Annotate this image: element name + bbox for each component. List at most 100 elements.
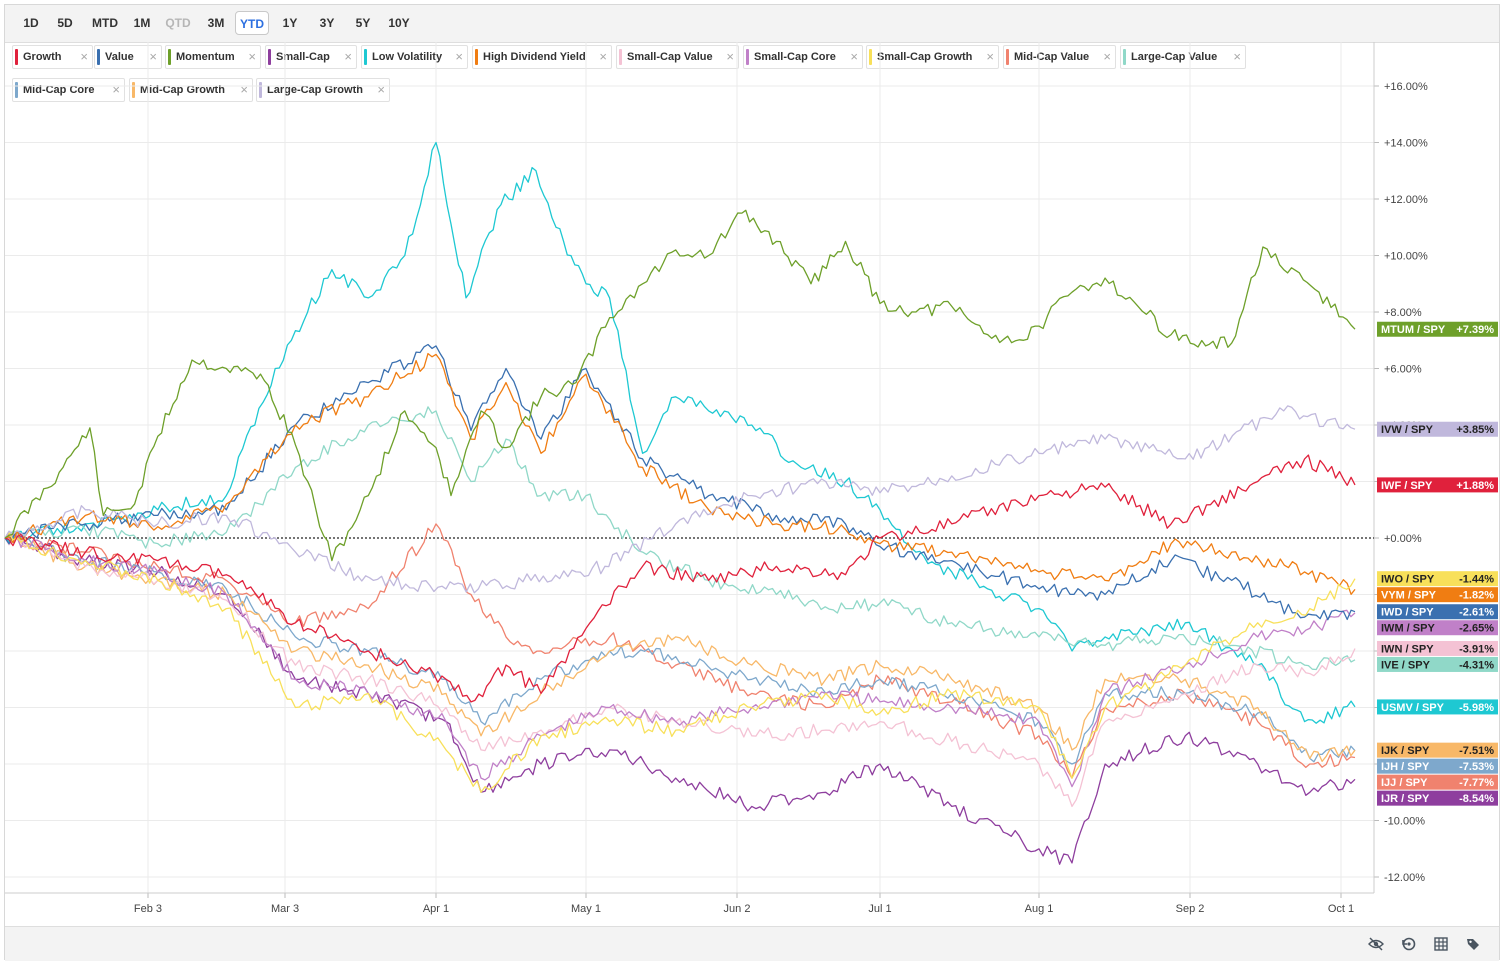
legend-color-swatch <box>259 82 262 98</box>
legend-chip-small-cap-core[interactable]: Small-Cap Core × <box>743 45 863 69</box>
value-tag-bg <box>1377 640 1498 656</box>
series-line-iwo <box>4 531 1356 793</box>
value-tag-value: -5.98% <box>1459 702 1494 714</box>
series-line-mtum <box>4 209 1356 562</box>
remove-series-icon[interactable]: × <box>344 49 352 64</box>
x-tick-label: Aug 1 <box>1025 903 1054 915</box>
range-button-5d[interactable]: 5D <box>57 16 73 30</box>
y-tick-label: -10.00% <box>1384 816 1425 828</box>
range-button-5y[interactable]: 5Y <box>355 16 371 30</box>
legend-chip-large-cap-value[interactable]: Large-Cap Value × <box>1120 45 1246 69</box>
x-tick-label: Feb 3 <box>134 903 162 915</box>
value-tag-ticker: IVW / SPY <box>1381 424 1434 436</box>
legend-chip-small-cap[interactable]: Small-Cap × <box>265 45 357 69</box>
legend-color-swatch <box>15 82 18 98</box>
remove-series-icon[interactable]: × <box>726 49 734 64</box>
legend-chip-small-cap-value[interactable]: Small-Cap Value × <box>616 45 739 69</box>
legend-color-swatch <box>746 49 749 65</box>
value-tag-ticker: VYM / SPY <box>1381 590 1437 602</box>
legend-color-swatch <box>619 49 622 65</box>
legend-chip-growth[interactable]: Growth × <box>12 45 93 69</box>
range-toolbar: 1D 5D MTD 1M QTD 3M YTD 1Y 3Y 5Y 10Y <box>5 5 1499 43</box>
range-button-mtd[interactable]: MTD <box>92 16 118 30</box>
legend-label: High Dividend Yield <box>483 51 586 63</box>
y-tick-label: +14.00% <box>1384 138 1428 150</box>
legend: Growth × Value × Momentum × Small-Cap × Low Vola… <box>6 45 1366 115</box>
remove-series-icon[interactable]: × <box>112 82 120 97</box>
legend-color-swatch <box>168 49 171 65</box>
legend-label: Mid-Cap Value <box>1014 51 1090 63</box>
grid-icon[interactable] <box>1432 935 1450 953</box>
value-tag-value: -2.61% <box>1459 607 1494 619</box>
x-tick-label: Jul 1 <box>868 903 891 915</box>
legend-chip-value[interactable]: Value × <box>94 45 162 69</box>
value-tag-ticker: IWM / SPY <box>1381 623 1435 635</box>
value-tag-value: +7.39% <box>1456 324 1494 336</box>
legend-label: Large-Cap Value <box>1131 51 1218 63</box>
remove-series-icon[interactable]: × <box>377 82 385 97</box>
legend-chip-low-volatility[interactable]: Low Volatility × <box>361 45 468 69</box>
series-line-ijj <box>4 523 1356 779</box>
legend-label: Low Volatility <box>372 51 443 63</box>
legend-chip-momentum[interactable]: Momentum × <box>165 45 261 69</box>
legend-chip-large-cap-growth[interactable]: Large-Cap Growth × <box>256 78 390 102</box>
value-tag-bg <box>1377 421 1498 437</box>
legend-color-swatch <box>15 49 18 65</box>
y-tick-label: +6.00% <box>1384 364 1422 376</box>
value-tag-bg <box>1377 656 1498 672</box>
y-tick-label: +12.00% <box>1384 194 1428 206</box>
series-line-iwn <box>4 537 1356 808</box>
series-line-ijk <box>4 534 1356 763</box>
remove-series-icon[interactable]: × <box>80 49 88 64</box>
legend-chip-mid-cap-value[interactable]: Mid-Cap Value × <box>1003 45 1116 69</box>
value-tag-bg <box>1377 620 1498 636</box>
series-line-ive <box>4 406 1356 671</box>
value-tag-value: -3.91% <box>1459 643 1494 655</box>
range-button-1y[interactable]: 1Y <box>282 16 298 30</box>
range-button-ytd[interactable]: YTD <box>235 11 269 35</box>
legend-color-swatch <box>475 49 478 65</box>
legend-label: Mid-Cap Core <box>23 84 95 96</box>
value-tag-bg <box>1377 571 1498 587</box>
remove-series-icon[interactable]: × <box>248 49 256 64</box>
remove-series-icon[interactable]: × <box>240 82 248 97</box>
remove-series-icon[interactable]: × <box>1233 49 1241 64</box>
eye-off-icon[interactable] <box>1367 935 1385 953</box>
legend-color-swatch <box>97 49 100 65</box>
legend-label: Small-Cap Value <box>627 51 713 63</box>
legend-chip-mid-cap-growth[interactable]: Mid-Cap Growth × <box>129 78 253 102</box>
legend-label: Small-Cap <box>276 51 330 63</box>
legend-label: Momentum <box>176 51 235 63</box>
legend-chip-small-cap-growth[interactable]: Small-Cap Growth × <box>866 45 999 69</box>
legend-label: Small-Cap Core <box>754 51 836 63</box>
value-tag-ticker: IJR / SPY <box>1381 793 1430 805</box>
range-button-10y[interactable]: 10Y <box>388 16 410 30</box>
remove-series-icon[interactable]: × <box>986 49 994 64</box>
remove-series-icon[interactable]: × <box>149 49 157 64</box>
series-line-usmv <box>4 141 1356 724</box>
range-button-1m[interactable]: 1M <box>133 16 151 30</box>
remove-series-icon[interactable]: × <box>455 49 463 64</box>
value-tag-ticker: IWD / SPY <box>1381 607 1434 619</box>
tag-icon[interactable] <box>1464 935 1482 953</box>
range-button-3y[interactable]: 3Y <box>319 16 335 30</box>
legend-chip-high-dividend-yield[interactable]: High Dividend Yield × <box>472 45 612 69</box>
range-button-1d[interactable]: 1D <box>23 16 39 30</box>
remove-series-icon[interactable]: × <box>1103 49 1111 64</box>
value-tag-bg <box>1377 699 1498 715</box>
value-tag-value: -7.53% <box>1459 761 1494 773</box>
value-tag-ticker: IVE / SPY <box>1381 659 1431 671</box>
series-line-vym <box>4 352 1356 595</box>
legend-color-swatch <box>1006 49 1009 65</box>
reset-icon[interactable] <box>1400 935 1418 953</box>
legend-color-swatch <box>869 49 872 65</box>
legend-chip-mid-cap-core[interactable]: Mid-Cap Core × <box>12 78 125 102</box>
y-tick-label: +10.00% <box>1384 251 1428 263</box>
remove-series-icon[interactable]: × <box>850 49 858 64</box>
x-tick-label: Sep 2 <box>1176 903 1205 915</box>
range-button-3m[interactable]: 3M <box>207 16 225 30</box>
value-tag-bg <box>1377 477 1498 493</box>
series-line-ijr <box>4 535 1356 865</box>
remove-series-icon[interactable]: × <box>599 49 607 64</box>
